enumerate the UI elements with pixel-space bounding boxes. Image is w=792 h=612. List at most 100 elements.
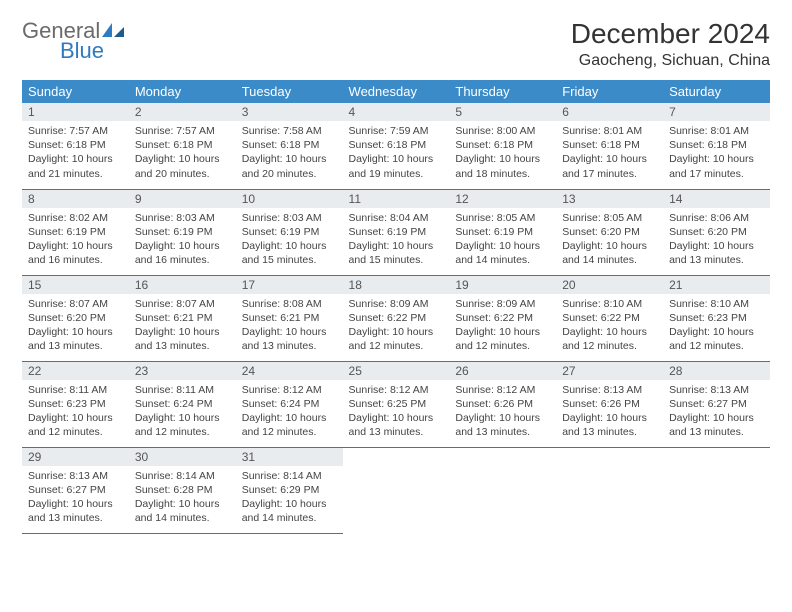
sunset-line: Sunset: 6:29 PM (242, 483, 337, 497)
title-block: December 2024 Gaocheng, Sichuan, China (571, 18, 770, 70)
day-details: Sunrise: 8:10 AMSunset: 6:23 PMDaylight:… (663, 294, 770, 358)
sunset-line: Sunset: 6:26 PM (455, 397, 550, 411)
sunset-line: Sunset: 6:19 PM (242, 225, 337, 239)
weekday-header: Sunday (22, 80, 129, 103)
daylight-line: Daylight: 10 hours and 13 minutes. (242, 325, 337, 353)
sunrise-line: Sunrise: 8:00 AM (455, 124, 550, 138)
day-number: 17 (236, 276, 343, 294)
sunset-line: Sunset: 6:24 PM (242, 397, 337, 411)
page-title: December 2024 (571, 18, 770, 50)
sunrise-line: Sunrise: 8:02 AM (28, 211, 123, 225)
day-number: 30 (129, 448, 236, 466)
day-details: Sunrise: 8:14 AMSunset: 6:28 PMDaylight:… (129, 466, 236, 530)
sunrise-line: Sunrise: 7:59 AM (349, 124, 444, 138)
day-details: Sunrise: 8:02 AMSunset: 6:19 PMDaylight:… (22, 208, 129, 272)
day-number: 6 (556, 103, 663, 121)
weekday-header: Thursday (449, 80, 556, 103)
header: GeneralBlue December 2024 Gaocheng, Sich… (22, 18, 770, 70)
calendar-day-cell (449, 447, 556, 533)
day-details: Sunrise: 8:07 AMSunset: 6:20 PMDaylight:… (22, 294, 129, 358)
sunrise-line: Sunrise: 8:10 AM (669, 297, 764, 311)
day-details: Sunrise: 8:11 AMSunset: 6:23 PMDaylight:… (22, 380, 129, 444)
calendar-day-cell: 4Sunrise: 7:59 AMSunset: 6:18 PMDaylight… (343, 103, 450, 189)
calendar-day-cell: 19Sunrise: 8:09 AMSunset: 6:22 PMDayligh… (449, 275, 556, 361)
calendar-day-cell: 3Sunrise: 7:58 AMSunset: 6:18 PMDaylight… (236, 103, 343, 189)
daylight-line: Daylight: 10 hours and 21 minutes. (28, 152, 123, 180)
daylight-line: Daylight: 10 hours and 13 minutes. (349, 411, 444, 439)
sunrise-line: Sunrise: 8:09 AM (455, 297, 550, 311)
day-number: 12 (449, 190, 556, 208)
daylight-line: Daylight: 10 hours and 15 minutes. (242, 239, 337, 267)
day-number: 22 (22, 362, 129, 380)
day-details: Sunrise: 8:00 AMSunset: 6:18 PMDaylight:… (449, 121, 556, 185)
daylight-line: Daylight: 10 hours and 14 minutes. (135, 497, 230, 525)
sunrise-line: Sunrise: 8:14 AM (135, 469, 230, 483)
location-text: Gaocheng, Sichuan, China (571, 52, 770, 70)
day-number: 2 (129, 103, 236, 121)
day-details: Sunrise: 8:12 AMSunset: 6:25 PMDaylight:… (343, 380, 450, 444)
calendar-day-cell: 7Sunrise: 8:01 AMSunset: 6:18 PMDaylight… (663, 103, 770, 189)
sunrise-line: Sunrise: 7:57 AM (135, 124, 230, 138)
calendar-day-cell: 2Sunrise: 7:57 AMSunset: 6:18 PMDaylight… (129, 103, 236, 189)
sunrise-line: Sunrise: 8:03 AM (135, 211, 230, 225)
daylight-line: Daylight: 10 hours and 17 minutes. (669, 152, 764, 180)
sunrise-line: Sunrise: 7:58 AM (242, 124, 337, 138)
calendar-week-row: 22Sunrise: 8:11 AMSunset: 6:23 PMDayligh… (22, 361, 770, 447)
sunrise-line: Sunrise: 8:07 AM (28, 297, 123, 311)
calendar-week-row: 29Sunrise: 8:13 AMSunset: 6:27 PMDayligh… (22, 447, 770, 533)
day-details: Sunrise: 8:05 AMSunset: 6:19 PMDaylight:… (449, 208, 556, 272)
day-number: 7 (663, 103, 770, 121)
sunset-line: Sunset: 6:18 PM (135, 138, 230, 152)
daylight-line: Daylight: 10 hours and 13 minutes. (135, 325, 230, 353)
day-details: Sunrise: 8:07 AMSunset: 6:21 PMDaylight:… (129, 294, 236, 358)
sunset-line: Sunset: 6:24 PM (135, 397, 230, 411)
sunset-line: Sunset: 6:19 PM (455, 225, 550, 239)
sunrise-line: Sunrise: 8:12 AM (349, 383, 444, 397)
logo: GeneralBlue (22, 18, 128, 64)
calendar-day-cell: 23Sunrise: 8:11 AMSunset: 6:24 PMDayligh… (129, 361, 236, 447)
sunset-line: Sunset: 6:23 PM (669, 311, 764, 325)
day-details: Sunrise: 8:09 AMSunset: 6:22 PMDaylight:… (449, 294, 556, 358)
sunset-line: Sunset: 6:21 PM (242, 311, 337, 325)
daylight-line: Daylight: 10 hours and 12 minutes. (349, 325, 444, 353)
daylight-line: Daylight: 10 hours and 18 minutes. (455, 152, 550, 180)
sunrise-line: Sunrise: 8:10 AM (562, 297, 657, 311)
day-number: 11 (343, 190, 450, 208)
sunset-line: Sunset: 6:20 PM (562, 225, 657, 239)
daylight-line: Daylight: 10 hours and 13 minutes. (562, 411, 657, 439)
daylight-line: Daylight: 10 hours and 19 minutes. (349, 152, 444, 180)
sunset-line: Sunset: 6:22 PM (349, 311, 444, 325)
day-number: 15 (22, 276, 129, 294)
sunset-line: Sunset: 6:18 PM (669, 138, 764, 152)
calendar-table: SundayMondayTuesdayWednesdayThursdayFrid… (22, 80, 770, 534)
calendar-day-cell: 9Sunrise: 8:03 AMSunset: 6:19 PMDaylight… (129, 189, 236, 275)
calendar-week-row: 15Sunrise: 8:07 AMSunset: 6:20 PMDayligh… (22, 275, 770, 361)
daylight-line: Daylight: 10 hours and 13 minutes. (669, 239, 764, 267)
day-details: Sunrise: 7:57 AMSunset: 6:18 PMDaylight:… (22, 121, 129, 185)
day-details: Sunrise: 8:12 AMSunset: 6:26 PMDaylight:… (449, 380, 556, 444)
calendar-day-cell (556, 447, 663, 533)
day-details: Sunrise: 8:08 AMSunset: 6:21 PMDaylight:… (236, 294, 343, 358)
sunset-line: Sunset: 6:18 PM (455, 138, 550, 152)
sunset-line: Sunset: 6:28 PM (135, 483, 230, 497)
calendar-day-cell: 28Sunrise: 8:13 AMSunset: 6:27 PMDayligh… (663, 361, 770, 447)
daylight-line: Daylight: 10 hours and 12 minutes. (135, 411, 230, 439)
day-number: 21 (663, 276, 770, 294)
sunrise-line: Sunrise: 8:03 AM (242, 211, 337, 225)
day-details: Sunrise: 7:59 AMSunset: 6:18 PMDaylight:… (343, 121, 450, 185)
calendar-day-cell: 26Sunrise: 8:12 AMSunset: 6:26 PMDayligh… (449, 361, 556, 447)
calendar-day-cell (663, 447, 770, 533)
day-number: 18 (343, 276, 450, 294)
calendar-day-cell: 17Sunrise: 8:08 AMSunset: 6:21 PMDayligh… (236, 275, 343, 361)
calendar-day-cell (343, 447, 450, 533)
sunrise-line: Sunrise: 8:13 AM (669, 383, 764, 397)
day-number: 24 (236, 362, 343, 380)
calendar-day-cell: 27Sunrise: 8:13 AMSunset: 6:26 PMDayligh… (556, 361, 663, 447)
sunrise-line: Sunrise: 8:08 AM (242, 297, 337, 311)
daylight-line: Daylight: 10 hours and 12 minutes. (28, 411, 123, 439)
day-details: Sunrise: 8:06 AMSunset: 6:20 PMDaylight:… (663, 208, 770, 272)
weekday-header: Saturday (663, 80, 770, 103)
calendar-day-cell: 14Sunrise: 8:06 AMSunset: 6:20 PMDayligh… (663, 189, 770, 275)
daylight-line: Daylight: 10 hours and 12 minutes. (562, 325, 657, 353)
sunset-line: Sunset: 6:23 PM (28, 397, 123, 411)
